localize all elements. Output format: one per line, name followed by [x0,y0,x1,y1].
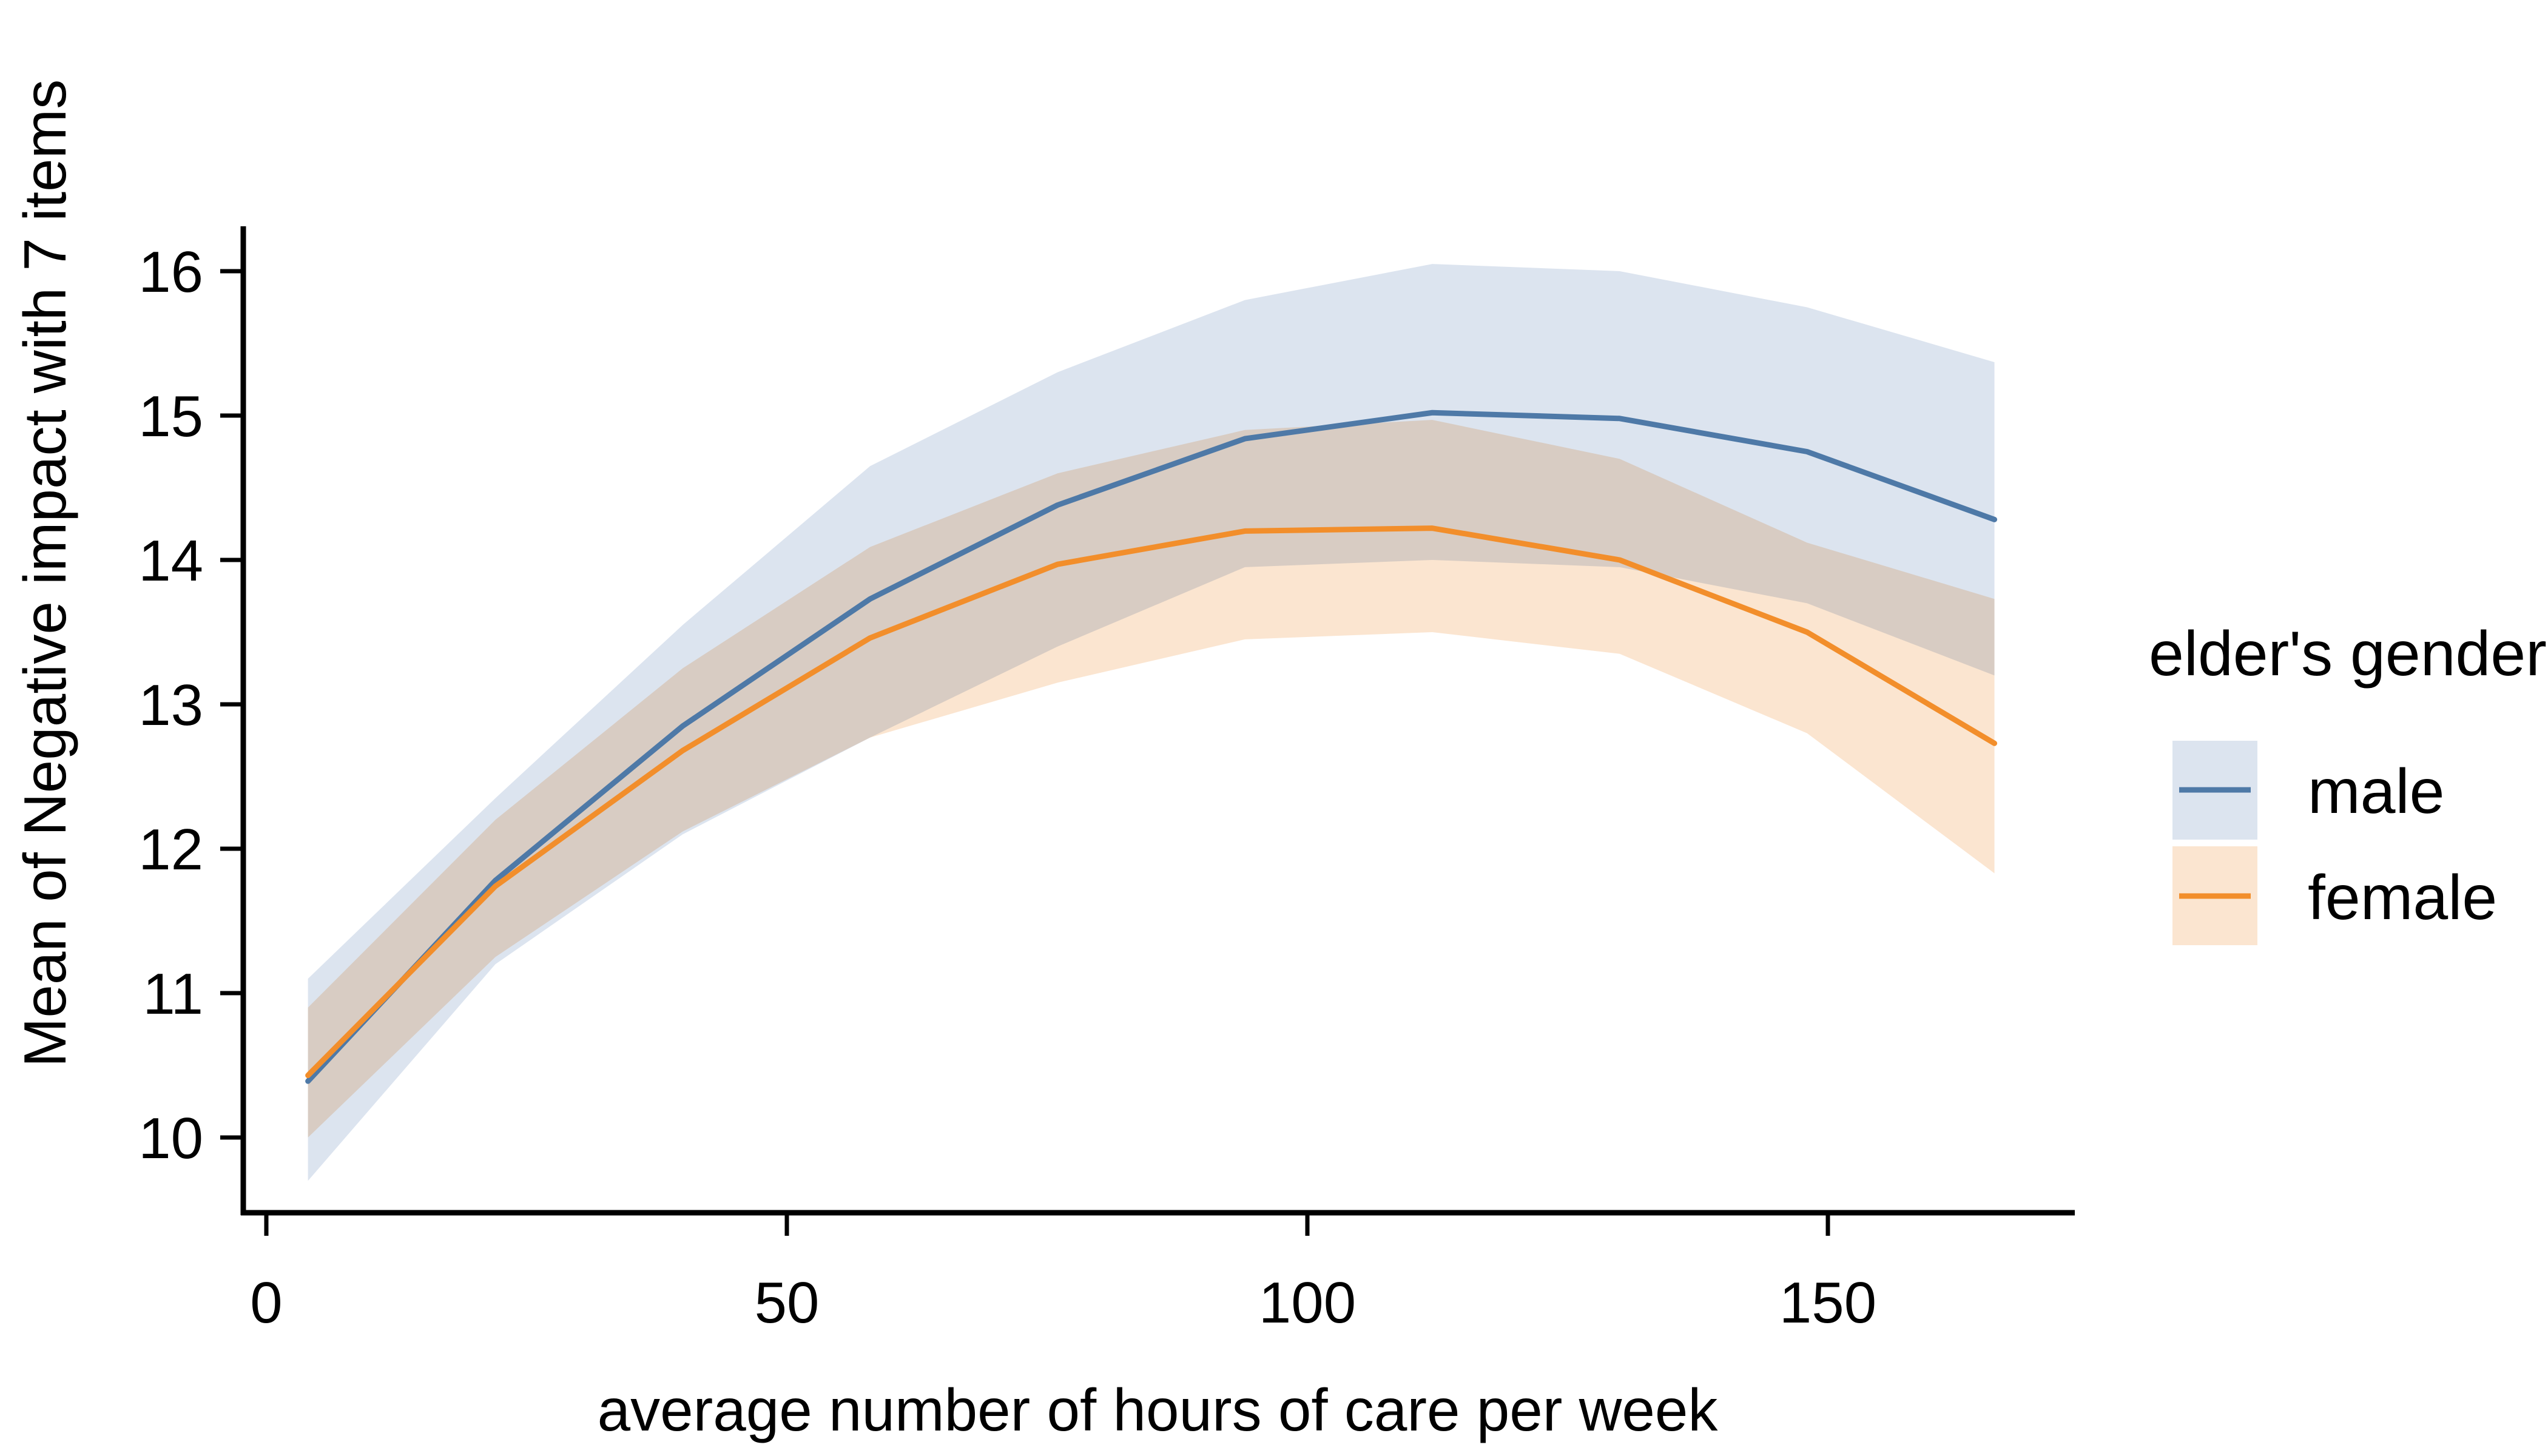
y-tick-label: 13 [138,673,203,738]
legend-label-female: female [2308,863,2497,933]
legend-label-male: male [2308,757,2444,827]
axes: 10 11 12 13 14 15 16 0 50 100 150 [138,226,2075,1335]
band-female [308,420,1995,1138]
x-axis-ticks: 0 50 100 150 [250,1213,1876,1335]
x-tick-label: 100 [1259,1270,1356,1335]
line-male [305,410,1998,1084]
y-tick-label: 14 [138,528,203,593]
x-tick-label: 50 [755,1270,820,1335]
x-tick-label: 0 [250,1270,282,1335]
x-tick-label: 150 [1779,1270,1876,1335]
y-tick-label: 12 [138,817,203,882]
band-male [308,264,1995,1181]
x-axis-title: average number of hours of care per week [598,1377,1719,1443]
legend-item-male: male [2172,741,2444,840]
legend-item-female: female [2172,846,2497,945]
y-tick-label: 16 [138,240,203,305]
y-tick-label: 15 [138,384,203,449]
y-axis-ticks: 10 11 12 13 14 15 16 [138,240,243,1171]
y-tick-label: 11 [143,962,203,1026]
line-female [305,525,1998,1079]
series-lines [305,410,1998,1084]
y-axis-title: Mean of Negative impact with 7 items [12,79,78,1068]
legend: elder's gender male female [2149,619,2547,945]
y-tick-label: 10 [138,1106,203,1171]
confidence-bands [308,264,1995,1181]
legend-title: elder's gender [2149,619,2547,689]
